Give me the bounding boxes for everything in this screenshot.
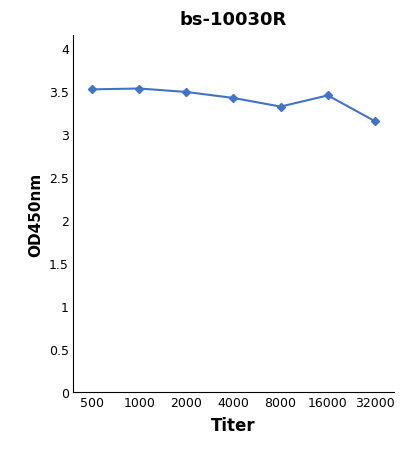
Title: bs-10030R: bs-10030R [179, 11, 286, 29]
X-axis label: Titer: Titer [211, 416, 255, 434]
Y-axis label: OD450nm: OD450nm [28, 172, 43, 256]
